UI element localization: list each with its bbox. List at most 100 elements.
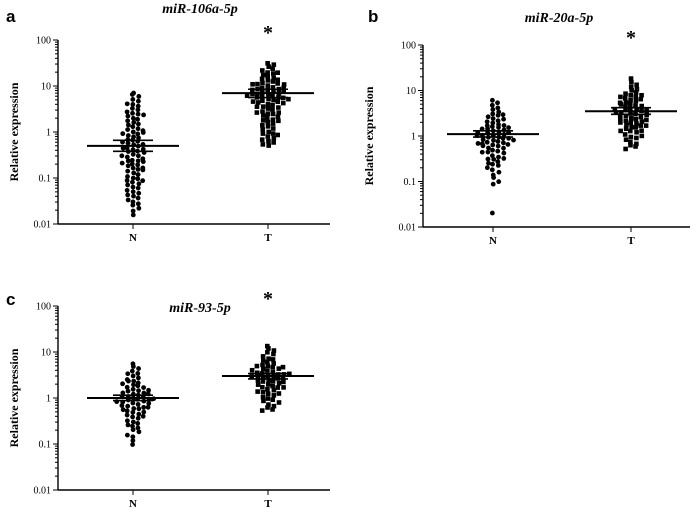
data-point-circle [495, 139, 501, 144]
data-point-circle [125, 118, 131, 124]
data-point-circle [140, 167, 146, 173]
data-point-circle [135, 162, 141, 168]
data-point-square [643, 123, 649, 128]
data-point-circle [141, 390, 147, 396]
data-point-square [276, 105, 281, 110]
data-point-square [275, 70, 280, 75]
data-point-circle [130, 151, 136, 157]
data-point-circle [145, 404, 151, 410]
data-point-square [270, 357, 276, 362]
data-point-circle [501, 127, 507, 133]
data-point-square [260, 104, 266, 109]
data-point-circle [495, 112, 501, 118]
data-point-square [270, 131, 276, 136]
data-point-square [270, 121, 276, 126]
data-point-square [270, 79, 276, 84]
data-point-circle [120, 145, 126, 151]
data-point-square [270, 365, 276, 370]
data-point-circle [131, 378, 137, 384]
data-point-circle [500, 112, 506, 118]
data-point-circle [130, 442, 135, 447]
panel-title: miR-20a-5p [525, 11, 593, 26]
data-point-square [266, 382, 271, 387]
data-point-square [634, 82, 639, 88]
data-point-circle [485, 149, 491, 155]
data-point-circle [125, 127, 131, 133]
data-point-circle [136, 94, 142, 99]
y-tick-label: 100 [36, 302, 51, 313]
data-point-circle [136, 388, 141, 394]
data-point-square [265, 359, 270, 365]
data-point-circle [501, 156, 507, 161]
data-point-circle [124, 432, 130, 438]
data-point-circle [124, 408, 130, 414]
data-point-circle [130, 175, 136, 181]
data-point-circle [130, 102, 136, 107]
data-point-circle [140, 413, 146, 419]
data-point-circle [495, 100, 500, 106]
data-point-circle [125, 422, 131, 428]
data-point-square [271, 62, 277, 67]
panel-letter: a [6, 7, 16, 26]
data-point-circle [141, 112, 146, 118]
data-point-square [276, 118, 281, 124]
data-point-circle [130, 110, 135, 116]
data-point-circle [489, 97, 495, 103]
data-point-circle [135, 107, 141, 113]
data-point-circle [135, 383, 141, 389]
data-point-circle [125, 113, 131, 119]
data-point-circle [135, 195, 141, 201]
data-point-square [639, 133, 645, 139]
data-point-square [260, 131, 266, 136]
data-point-square [266, 64, 272, 70]
data-point-square [634, 135, 639, 141]
data-point-circle [131, 193, 136, 199]
data-point-square [281, 85, 286, 90]
data-point-square [634, 121, 639, 126]
data-point-circle [496, 125, 501, 130]
data-point-square [265, 111, 271, 116]
data-point-circle [490, 116, 496, 121]
data-point-square [275, 132, 281, 138]
data-point-circle [129, 92, 135, 97]
data-point-circle [484, 119, 490, 125]
data-point-circle [124, 154, 130, 160]
data-point-square [622, 132, 628, 137]
data-point-square [271, 88, 276, 94]
data-point-square [280, 100, 286, 106]
data-point-circle [130, 386, 136, 392]
data-point-square [271, 387, 277, 393]
data-point-square [639, 92, 644, 98]
data-point-square [275, 81, 280, 86]
data-point-circle [125, 197, 131, 203]
data-point-circle [141, 404, 147, 410]
data-point-square [266, 138, 271, 144]
data-point-square [270, 71, 276, 76]
data-point-circle [119, 160, 125, 166]
data-point-square [271, 361, 276, 366]
significance-marker: * [626, 27, 636, 49]
data-point-square [627, 101, 633, 107]
data-point-circle [495, 163, 501, 168]
data-point-square [622, 95, 628, 101]
data-point-circle [135, 201, 141, 207]
data-point-circle [135, 371, 141, 376]
data-point-circle [129, 161, 135, 167]
data-point-circle [130, 409, 136, 415]
data-point-square [275, 77, 281, 83]
data-point-square [633, 94, 639, 100]
data-point-circle [495, 118, 501, 124]
data-point-square [623, 91, 628, 97]
data-point-square [260, 366, 266, 372]
data-point-circle [486, 145, 491, 151]
data-point-square [259, 137, 265, 142]
data-point-circle [120, 390, 126, 396]
data-point-square [638, 114, 644, 120]
data-point-square [259, 94, 265, 99]
data-point-circle [125, 140, 131, 146]
data-point-square [634, 141, 639, 147]
data-point-square [270, 107, 275, 112]
data-point-square [281, 379, 286, 385]
x-tick-label: N [129, 498, 137, 510]
data-point-square [265, 386, 270, 392]
